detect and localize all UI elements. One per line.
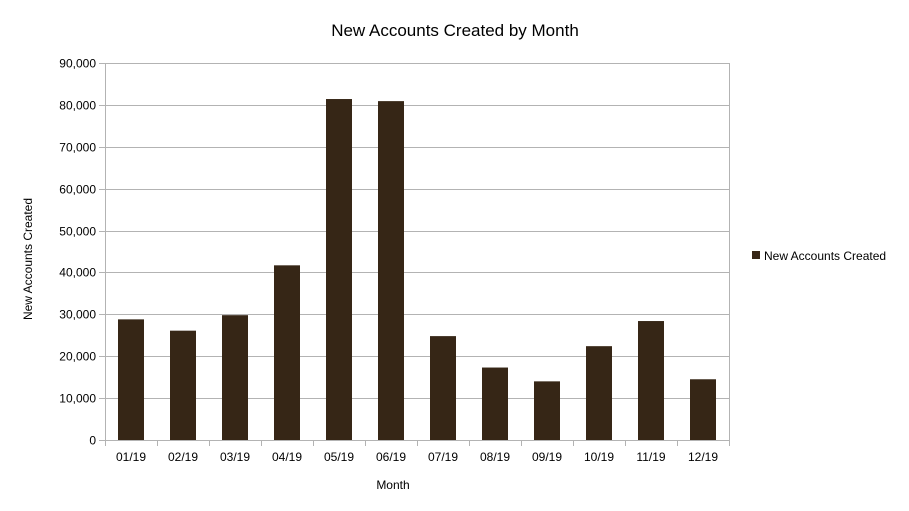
axes (105, 63, 730, 446)
bar-01-19 (118, 319, 144, 440)
y-tick-label: 0 (89, 434, 96, 448)
bar-09-19 (534, 381, 560, 440)
x-tick-label: 07/19 (428, 450, 458, 464)
x-tick-label: 03/19 (220, 450, 250, 464)
bar-10-19 (586, 346, 612, 440)
legend-swatch (752, 251, 760, 259)
x-tick-label: 06/19 (376, 450, 406, 464)
chart-title: New Accounts Created by Month (331, 21, 579, 40)
y-tick-label: 80,000 (59, 99, 96, 113)
x-tick-label: 10/19 (584, 450, 614, 464)
bar-08-19 (482, 367, 508, 440)
x-tick-label: 01/19 (116, 450, 146, 464)
x-tick-label: 08/19 (480, 450, 510, 464)
y-tick-label: 50,000 (59, 225, 96, 239)
bars (118, 99, 716, 440)
bar-06-19 (378, 101, 404, 440)
x-tick-label: 05/19 (324, 450, 354, 464)
gridlines (99, 63, 729, 441)
y-tick-label: 20,000 (59, 350, 96, 364)
y-tick-label: 90,000 (59, 57, 96, 71)
x-tick-labels: 01/19 02/19 03/19 04/19 05/19 06/19 07/19 08/19… (116, 450, 718, 464)
x-tick-label: 12/19 (688, 450, 718, 464)
bar-07-19 (430, 336, 456, 440)
bar-02-19 (170, 330, 196, 440)
y-tick-labels: 0 10,000 20,000 30,000 40,000 50,000 60,000 70,… (59, 57, 96, 448)
legend: New Accounts Created (752, 249, 886, 263)
x-tick-label: 11/19 (636, 450, 665, 464)
bar-04-19 (274, 265, 300, 440)
y-tick-label: 30,000 (59, 308, 96, 322)
y-tick-label: 70,000 (59, 141, 96, 155)
x-tick-label: 09/19 (532, 450, 562, 464)
y-tick-label: 60,000 (59, 183, 96, 197)
x-tick-label: 04/19 (272, 450, 302, 464)
legend-label: New Accounts Created (764, 249, 886, 263)
bar-12-19 (690, 379, 716, 440)
y-tick-label: 10,000 (59, 392, 96, 406)
y-tick-label: 40,000 (59, 266, 96, 280)
y-axis-title: New Accounts Created (21, 198, 35, 320)
bar-05-19 (326, 99, 352, 440)
x-axis-title: Month (376, 478, 409, 492)
x-tick-label: 02/19 (168, 450, 198, 464)
bar-03-19 (222, 315, 248, 440)
bar-11-19 (638, 321, 664, 440)
